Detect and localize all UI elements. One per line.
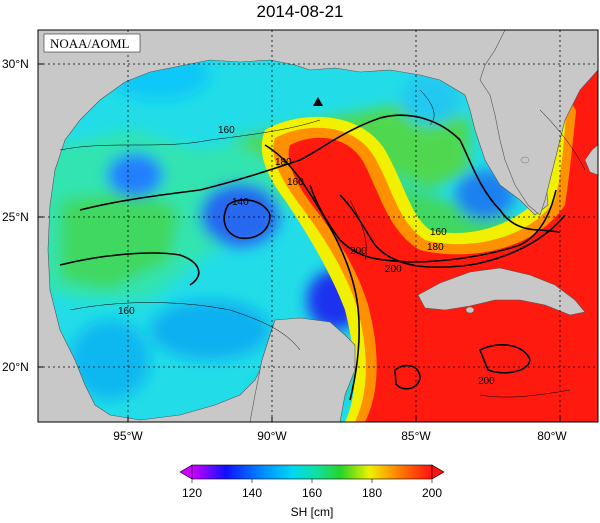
contour-lines — [59, 89, 586, 401]
lon-tick-label: 85°W — [401, 429, 431, 443]
contour-label: 160 — [287, 177, 304, 188]
colorbar-title: SH [cm] — [291, 505, 334, 519]
contour-label: 200 — [350, 246, 367, 257]
lon-tick-label: 90°W — [257, 429, 287, 443]
colorbar-tick-label: 200 — [422, 486, 442, 500]
colorbar-tick-label: 140 — [242, 486, 262, 500]
longitude-axis: 95°W 90°W 85°W 80°W — [113, 417, 567, 443]
colorbar-tick-label: 120 — [182, 486, 202, 500]
contour-label: 200 — [478, 376, 495, 387]
lat-tick-label: 25°N — [2, 210, 29, 224]
land-cuba — [417, 267, 586, 316]
colorbar-tick-label: 160 — [302, 486, 322, 500]
contour-label: 160 — [118, 306, 135, 317]
land-yucatan — [249, 317, 356, 422]
colorbar-low-arrow — [179, 464, 193, 480]
contour-label: 200 — [385, 264, 402, 275]
contour-label: 180 — [427, 242, 444, 253]
colorbar-high-arrow — [431, 464, 445, 480]
source-box — [43, 33, 141, 53]
latitude-axis: 30°N 25°N 20°N — [2, 57, 43, 374]
map-plot-area: 160 180 160 140 160 180 160 200 200 200 — [38, 30, 598, 422]
colorbar: 120 140 160 180 200 SH [cm] — [179, 464, 445, 519]
contour-label: 180 — [275, 157, 292, 168]
lon-tick-label: 95°W — [113, 429, 143, 443]
colorbar-bar — [191, 464, 433, 480]
contour-label: 160 — [218, 125, 235, 136]
colorbar-tick-label: 180 — [362, 486, 382, 500]
lat-tick-label: 30°N — [2, 57, 29, 71]
map-title: 2014-08-21 — [256, 2, 344, 21]
contour-label: 140 — [232, 197, 249, 208]
lon-tick-label: 80°W — [537, 429, 567, 443]
contour-label-group: 160 180 160 140 160 180 160 200 200 200 — [118, 125, 495, 387]
land-bahamas — [584, 144, 598, 176]
observation-marker — [313, 97, 323, 106]
source-label: NOAA/AOML — [50, 36, 130, 51]
land-florida — [479, 30, 598, 216]
contour-label: 160 — [430, 227, 447, 238]
plot-frame — [37, 29, 599, 423]
gridlines — [38, 30, 598, 422]
lat-tick-label: 20°N — [2, 360, 29, 374]
